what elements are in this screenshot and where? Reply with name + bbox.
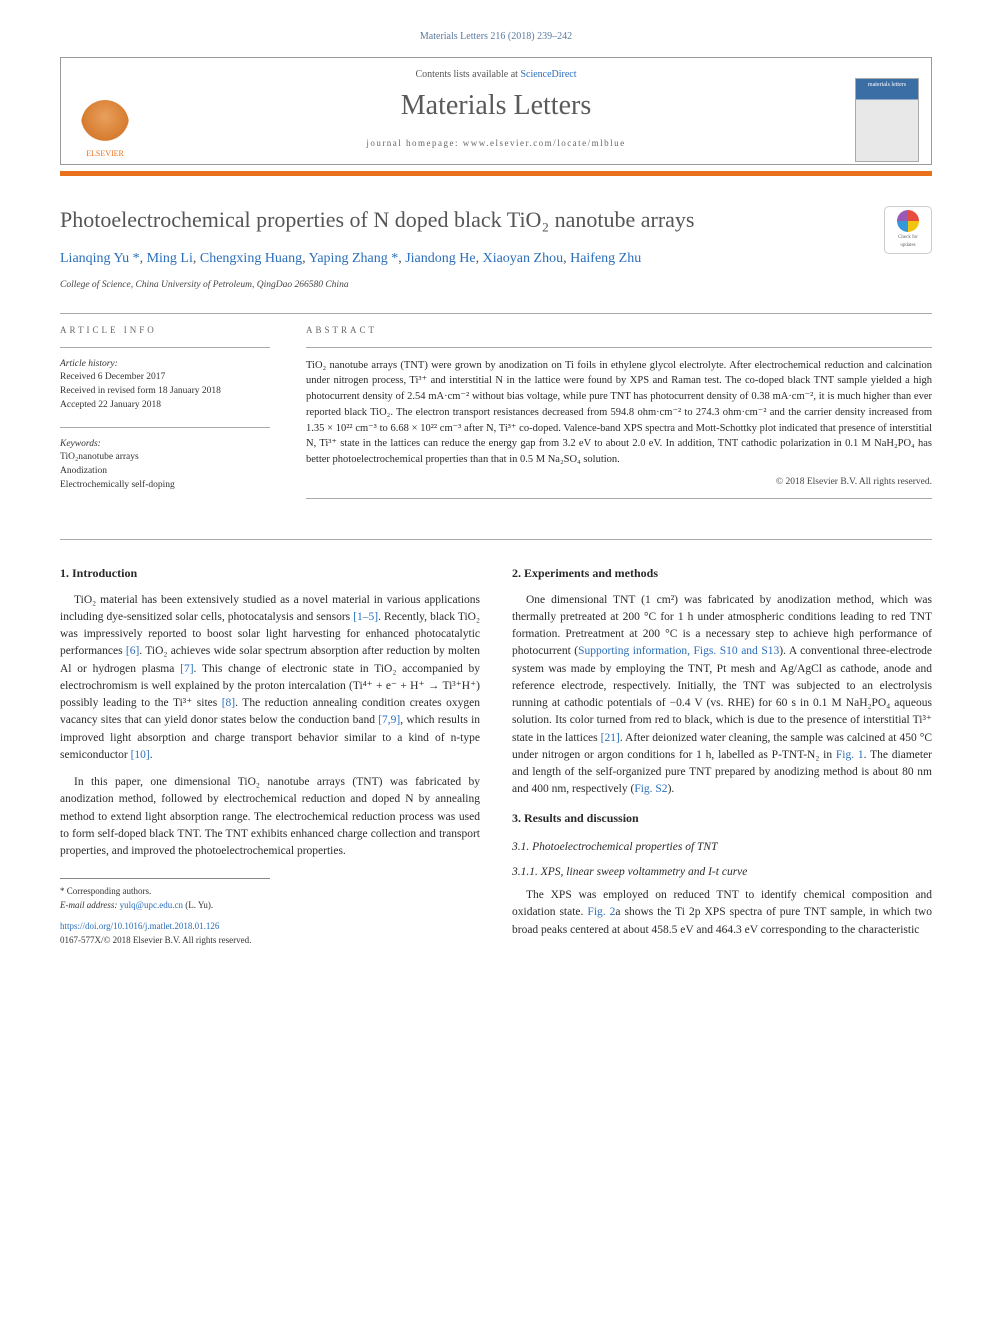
sciencedirect-link[interactable]: ScienceDirect [520,69,576,80]
elsevier-tree-icon [81,100,129,148]
supp-link[interactable]: Supporting information, Figs. S10 and S1… [578,645,779,657]
abstract-text: TiO₂ nanotube arrays (TNT) were grown by… [306,358,932,468]
abstract-heading: ABSTRACT [306,324,932,337]
body-paragraph: One dimensional TNT (1 cm²) was fabricat… [512,592,932,799]
citation-link[interactable]: [1–5] [353,611,378,623]
text: ). [668,783,675,795]
email-label: E-mail address: [60,900,120,910]
section-heading: 3. Results and discussion [512,809,932,827]
section-heading: 2. Experiments and methods [512,564,932,582]
citation-link[interactable]: [6] [126,645,139,657]
article-history: Article history: Received 6 December 201… [60,358,270,413]
crossmark-icon [897,210,919,232]
article-info-column: ARTICLE INFO Article history: Received 6… [60,324,270,509]
author-link[interactable]: Ming Li [147,251,193,266]
author-link[interactable]: Jiandong He [405,251,475,266]
info-abstract-row: ARTICLE INFO Article history: Received 6… [60,324,932,509]
contents-prefix: Contents lists available at [415,69,520,80]
crossmark-badge[interactable]: Check for updates [884,206,932,254]
author-link[interactable]: Lianqing Yu [60,251,129,266]
author-link[interactable]: Xiaoyan Zhou [483,251,563,266]
email-who: (L. Yu). [183,900,213,910]
article-title: Photoelectrochemical properties of N dop… [60,206,932,234]
crossmark-line2: updates [900,242,915,249]
keywords: Keywords: TiO₂nanotube arrays Anodizatio… [60,438,270,493]
corr-star-icon: * [388,251,399,266]
figure-link[interactable]: Fig. 1 [836,749,864,761]
author-link[interactable]: Haifeng Zhu [570,251,641,266]
journal-name: Materials Letters [75,86,917,127]
keyword: TiO₂nanotube arrays [60,451,270,465]
citation-link[interactable]: [21] [601,732,620,744]
journal-header: ELSEVIER materials letters Contents list… [60,57,932,165]
sep: , [140,251,147,266]
figure-link[interactable]: Fig. S2 [634,783,667,795]
subsection-heading: 3.1. Photoelectrochemical properties of … [512,839,932,856]
citation-link[interactable]: [7] [180,663,193,675]
sep: , [193,251,200,266]
figure-link[interactable]: Fig. 2 [587,906,615,918]
divider [60,347,270,348]
revised-date: Received in revised form 18 January 2018 [60,385,270,399]
divider [60,427,270,428]
body-paragraph: TiO₂ material has been extensively studi… [60,592,480,765]
footnotes: * Corresponding authors. E-mail address:… [60,878,270,947]
issn-copyright: 0167-577X/© 2018 Elsevier B.V. All right… [60,935,251,945]
author-list: Lianqing Yu *, Ming Li, Chengxing Huang,… [60,249,932,269]
journal-homepage: journal homepage: www.elsevier.com/locat… [75,137,917,150]
history-label: Article history: [60,359,118,369]
keyword: Anodization [60,465,270,479]
body-paragraph: The XPS was employed on reduced TNT to i… [512,887,932,939]
elsevier-logo: ELSEVIER [73,86,137,160]
doi-link[interactable]: https://doi.org/10.1016/j.matlet.2018.01… [60,921,219,931]
section-heading: 1. Introduction [60,564,480,582]
text: . [150,749,153,761]
doi-block: https://doi.org/10.1016/j.matlet.2018.01… [60,920,270,947]
subsubsection-heading: 3.1.1. XPS, linear sweep voltammetry and… [512,864,932,881]
info-heading: ARTICLE INFO [60,324,270,337]
author-link[interactable]: Chengxing Huang [200,251,302,266]
affiliation: College of Science, China University of … [60,279,932,293]
divider [60,539,932,540]
divider [306,498,932,499]
crossmark-line1: Check for [898,234,918,241]
corr-authors-note: * Corresponding authors. [60,885,270,899]
accepted-date: Accepted 22 January 2018 [60,399,270,413]
abstract-column: ABSTRACT TiO₂ nanotube arrays (TNT) were… [306,324,932,509]
text: ). A conventional three-electrode system… [512,645,932,743]
accent-rule [60,171,932,176]
article-body: 1. Introduction TiO₂ material has been e… [60,564,932,949]
citation-link[interactable]: [7,9] [378,714,400,726]
divider [306,347,932,348]
sep: , [476,251,483,266]
corr-star-icon: * [129,251,140,266]
email-line: E-mail address: yulq@upc.edu.cn (L. Yu). [60,899,270,913]
citation-link[interactable]: [8] [222,697,235,709]
author-link[interactable]: Yaping Zhang [309,251,388,266]
email-link[interactable]: yulq@upc.edu.cn [120,900,183,910]
contents-list-line: Contents lists available at ScienceDirec… [75,68,917,83]
copyright-line: © 2018 Elsevier B.V. All rights reserved… [306,476,932,490]
citation-link[interactable]: [10] [131,749,150,761]
keyword: Electrochemically self-doping [60,479,270,493]
cover-label: materials letters [868,82,906,88]
citation-line: Materials Letters 216 (2018) 239–242 [60,30,932,45]
divider [60,313,932,314]
body-paragraph: In this paper, one dimensional TiO₂ nano… [60,774,480,860]
publisher-name: ELSEVIER [86,148,124,160]
received-date: Received 6 December 2017 [60,371,270,385]
keywords-label: Keywords: [60,439,101,449]
journal-cover-thumb: materials letters [855,78,919,162]
